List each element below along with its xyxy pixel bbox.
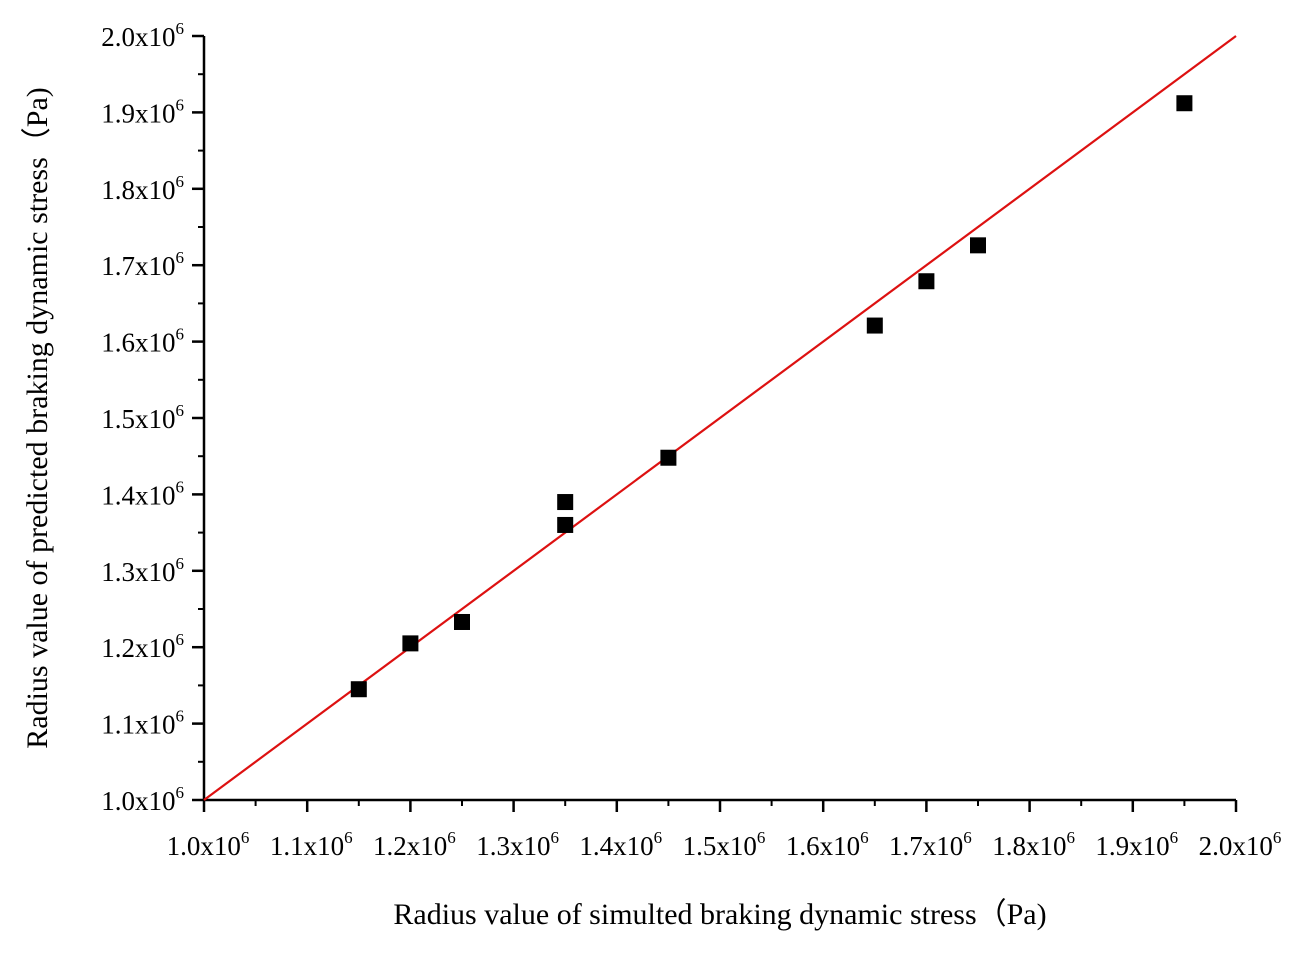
data-point <box>866 317 883 334</box>
y-tick-label: 1.7x106 <box>101 248 184 281</box>
x-axis-label: Radius value of simulted braking dynamic… <box>393 898 1046 931</box>
data-point <box>350 681 367 698</box>
y-tick-label: 1.5x106 <box>101 401 184 434</box>
x-tick-labels: 1.0x106 1.1x106 1.2x106 1.3x106 1.4x106 1.5x1… <box>167 828 1282 861</box>
x-tick-label: 1.0x106 <box>167 828 250 861</box>
x-tick-label: 1.5x106 <box>683 828 766 861</box>
x-tick-label: 1.9x106 <box>1095 828 1178 861</box>
y-tick-label: 1.4x106 <box>101 477 184 510</box>
x-tick-label: 1.3x106 <box>476 828 559 861</box>
x-tick-label: 2.0x106 <box>1199 828 1282 861</box>
y-tick-label: 1.8x106 <box>101 172 184 205</box>
data-point <box>454 613 470 630</box>
y-tick-label: 1.0x106 <box>101 783 184 816</box>
x-tick-label: 1.8x106 <box>992 828 1075 861</box>
y-tick-label: 1.6x106 <box>101 325 184 358</box>
data-point <box>918 273 935 290</box>
x-tick-label: 1.7x106 <box>889 828 972 861</box>
data-point <box>557 494 574 511</box>
reference-line <box>203 35 1237 801</box>
y-tick-label: 1.3x106 <box>101 554 184 587</box>
y-tick-label: 1.9x106 <box>101 95 184 128</box>
ticks <box>192 34 1238 812</box>
data-point <box>1176 95 1193 112</box>
y-axis-label: Radius value of predicted braking dynami… <box>21 87 54 749</box>
data-points <box>350 95 1193 698</box>
data-point <box>970 237 986 254</box>
data-point <box>557 516 574 533</box>
x-tick-label: 1.1x106 <box>270 828 353 861</box>
x-tick-label: 1.4x106 <box>579 828 662 861</box>
data-point <box>402 635 419 652</box>
x-tick-label: 1.6x106 <box>786 828 869 861</box>
y-tick-label: 2.0x106 <box>101 19 184 52</box>
y-tick-label: 1.2x106 <box>101 630 184 663</box>
y-tick-labels: 1.0x106 1.1x106 1.2x106 1.3x106 1.4x106 1.5x1… <box>101 19 184 816</box>
x-tick-label: 1.2x106 <box>373 828 456 861</box>
y-tick-label: 1.1x106 <box>101 707 184 740</box>
data-point <box>660 449 677 466</box>
